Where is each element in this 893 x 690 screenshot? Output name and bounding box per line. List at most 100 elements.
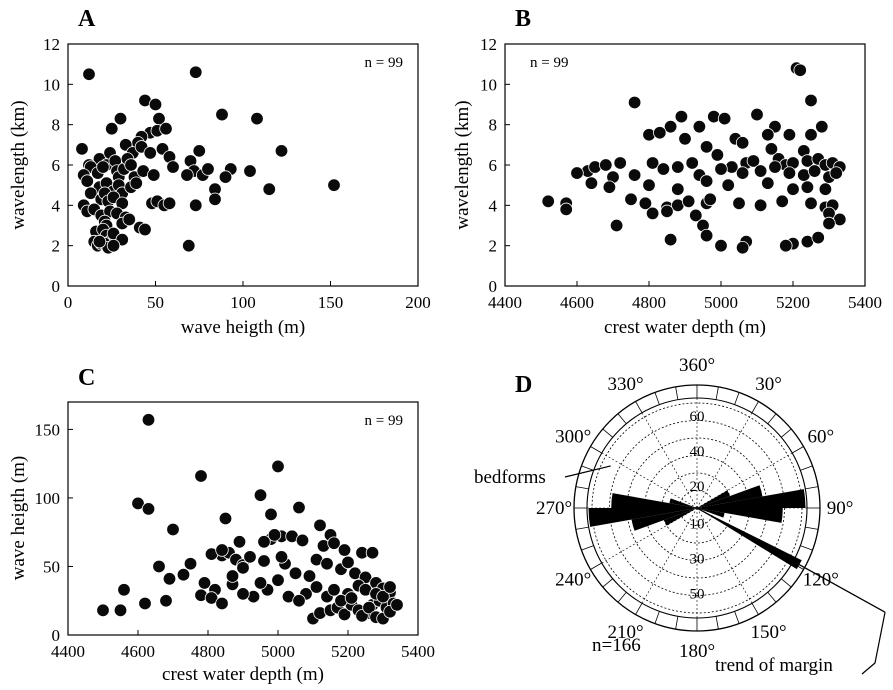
- panel-a-point: [82, 67, 96, 81]
- panel-a-x-tick-label: 150: [318, 293, 344, 312]
- panel-c-point: [253, 576, 268, 590]
- panel-c-point: [267, 528, 282, 542]
- panel-d-angle-label: 150°: [750, 622, 786, 643]
- panel-d-border-tick: [675, 386, 679, 400]
- panel-d-border-tick: [590, 562, 602, 570]
- panel-a-point: [274, 144, 289, 158]
- panel-b-point: [811, 230, 825, 245]
- panel-d-sector: [697, 485, 763, 508]
- panel-c-point: [362, 600, 376, 615]
- panel-a-point: [122, 212, 136, 227]
- panel-b-point: [642, 128, 656, 142]
- panel-d-border-tick: [575, 486, 589, 490]
- panel-d-border-tick: [800, 465, 813, 471]
- panel-d-ring-label: 40: [690, 444, 705, 460]
- panel-d-border-tick: [715, 616, 719, 630]
- panel-c-point: [176, 567, 191, 582]
- panel-c-point: [320, 557, 334, 571]
- panel-c-point: [257, 554, 271, 568]
- panel-d-ring-labels: 20 40 60 10 30 50: [690, 409, 705, 603]
- panel-b-point: [638, 196, 653, 211]
- panel-d-border-tick: [767, 413, 777, 424]
- panel-b-point: [804, 128, 818, 142]
- panel-c-y-tick-label: 100: [35, 489, 61, 508]
- panel-c-point: [159, 594, 173, 608]
- panel-a-point: [113, 111, 128, 126]
- panel-d-border-tick: [581, 545, 594, 551]
- panel-b-point: [681, 194, 696, 209]
- panel-d-ring-label: 60: [690, 409, 705, 425]
- panel-b-y-tick-label: 4: [489, 196, 498, 215]
- panel-c-x-tick-label: 4800: [191, 642, 225, 661]
- panel-a-x-tick-label: 200: [405, 293, 431, 312]
- panel-b-y-tick-label: 6: [489, 156, 498, 175]
- panel-d-angle-label: 60°: [808, 427, 835, 448]
- panel-c-x-tick-label: 5400: [401, 642, 435, 661]
- panel-b-point: [768, 160, 782, 174]
- panel-c-y-tick-label: 50: [43, 557, 60, 576]
- panel-d-border-tick: [751, 401, 759, 413]
- panel-b-point: [793, 63, 807, 77]
- panel-d-border-tick: [675, 616, 679, 630]
- panel-d-n-label: n=166: [592, 635, 641, 656]
- panel-b-point: [800, 180, 815, 194]
- panel-b-point: [692, 119, 707, 134]
- panel-d-angle-label: 30°: [755, 374, 782, 395]
- panel-c-point: [253, 488, 268, 502]
- panel-a-x-tick-label: 50: [147, 293, 164, 312]
- panel-d-ring-label: 30: [690, 552, 705, 568]
- panel-b-point: [609, 218, 624, 233]
- panel-d-bedform-leader: [564, 465, 611, 478]
- panel-d-sector: [697, 490, 730, 508]
- panel-c-point: [166, 522, 180, 537]
- panel-b-x-tick-label: 5000: [704, 293, 738, 312]
- panel-b-point: [761, 128, 775, 142]
- panel-d-sector: [697, 508, 725, 518]
- panel-b-point: [764, 142, 779, 156]
- panel-a-point: [182, 238, 196, 253]
- panel-c-point: [337, 543, 352, 557]
- panel-b-point: [663, 119, 678, 134]
- panel-d-angle-label: 240°: [555, 570, 591, 591]
- panel-a-y-label: wavelength (km): [8, 100, 29, 229]
- panel-c-x-tick-label: 4600: [121, 642, 155, 661]
- panel-d-sectors: [588, 485, 806, 570]
- panel-c-point: [215, 543, 229, 557]
- panel-a-point: [159, 121, 173, 136]
- panel-b-point: [818, 182, 833, 196]
- panel-d-sector: [631, 508, 697, 531]
- panel-b: B 4400 4600 4800 5000 5200 5400 0 2 4 6 8 10 12 n =…: [452, 6, 882, 338]
- panel-d-sector: [664, 508, 697, 526]
- panel-c-point: [218, 511, 233, 526]
- panel-d-angle-label: 90°: [827, 498, 854, 519]
- panel-a-point: [143, 146, 157, 160]
- panel-b-x-tick-label: 4400: [488, 293, 522, 312]
- panel-d-letter: D: [515, 372, 532, 398]
- panel-c-point: [131, 496, 145, 511]
- panel-c-point: [236, 561, 250, 575]
- panel-d-border-tick: [800, 545, 813, 551]
- panel-b-point: [807, 164, 822, 178]
- panel-c-point: [225, 569, 240, 583]
- panel-b-y-label: wavelength (km): [452, 100, 473, 229]
- panel-b-point: [678, 132, 692, 146]
- panel-c-point: [288, 566, 303, 581]
- panel-b-point: [732, 196, 746, 211]
- panel-c-letter: C: [78, 365, 95, 391]
- panel-a-point: [201, 162, 215, 176]
- panel-a-x-tick-label: 0: [64, 293, 73, 312]
- panel-b-point: [699, 140, 714, 154]
- panel-b-x-ticks: 4400 4600 4800 5000 5200 5400: [488, 281, 882, 312]
- panel-a-point: [189, 65, 203, 79]
- panel-c-point: [271, 459, 285, 474]
- panel-a-point: [106, 238, 121, 253]
- panel-a-point: [215, 107, 229, 122]
- panel-a-y-tick-label: 10: [43, 75, 60, 94]
- panel-d-angle-label: 300°: [555, 427, 591, 448]
- panel-a-y-tick-label: 12: [43, 35, 60, 54]
- panel-c-point: [292, 594, 306, 608]
- panel-a-y-tick-label: 6: [52, 156, 61, 175]
- panel-d-angle-label: 120°: [803, 570, 839, 591]
- panel-a-point: [75, 142, 89, 156]
